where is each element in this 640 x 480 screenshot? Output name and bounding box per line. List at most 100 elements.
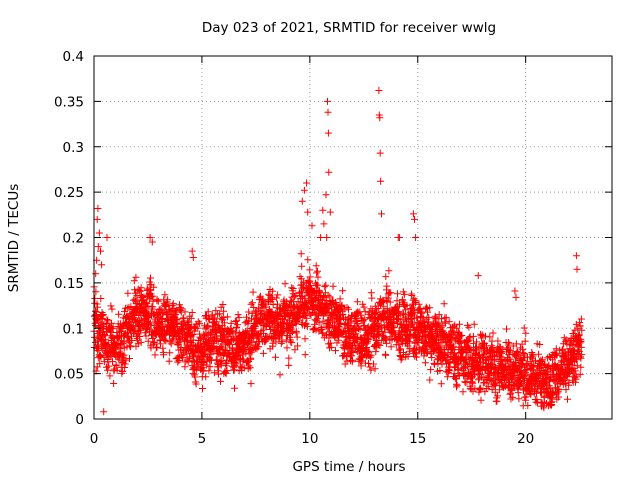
data-point	[412, 297, 420, 305]
data-point	[232, 360, 240, 368]
data-point	[97, 295, 105, 302]
data-point	[507, 395, 515, 403]
data-point	[219, 301, 227, 308]
data-point	[115, 310, 123, 318]
data-point	[272, 294, 280, 302]
data-point	[278, 338, 286, 346]
data-point	[485, 383, 493, 391]
data-point	[512, 293, 520, 301]
data-point	[522, 329, 530, 337]
data-point	[215, 370, 222, 378]
data-point	[494, 337, 502, 345]
data-point	[554, 385, 562, 393]
data-point	[562, 336, 570, 344]
data-point	[400, 290, 408, 298]
data-point	[179, 315, 187, 323]
data-point	[326, 331, 334, 338]
data-point	[113, 366, 121, 374]
data-point	[440, 300, 448, 308]
data-point	[246, 364, 254, 372]
data-point	[274, 291, 282, 299]
x-axis-label: GPS time / hours	[292, 459, 405, 475]
data-point	[465, 323, 473, 331]
data-point	[568, 342, 576, 350]
x-tick-label: 10	[301, 431, 318, 447]
data-point	[272, 353, 279, 361]
data-point	[231, 384, 238, 392]
data-point	[336, 295, 344, 303]
data-point	[161, 336, 169, 344]
data-point	[442, 357, 450, 365]
data-point	[277, 339, 285, 347]
data-point	[92, 270, 100, 278]
data-point	[233, 324, 241, 332]
y-tick-label: 0.35	[54, 94, 84, 110]
data-point	[319, 206, 327, 214]
data-point	[421, 359, 429, 367]
data-point	[431, 360, 439, 368]
data-point	[136, 288, 144, 296]
data-point	[99, 311, 107, 318]
data-point	[383, 282, 391, 290]
data-point	[493, 397, 501, 405]
data-point	[94, 243, 102, 251]
data-point	[511, 287, 519, 295]
data-point	[577, 363, 585, 371]
data-point	[100, 408, 108, 416]
data-point	[477, 396, 485, 404]
data-point	[498, 349, 506, 357]
data-point	[188, 247, 196, 255]
x-tick-label: 15	[409, 431, 426, 447]
data-point	[314, 273, 322, 281]
data-point	[320, 220, 328, 228]
data-point	[558, 346, 566, 354]
data-point	[226, 340, 234, 348]
data-point	[521, 337, 529, 345]
data-point	[572, 320, 580, 328]
data-point	[247, 355, 255, 363]
x-tick-label: 0	[90, 431, 99, 447]
data-point	[322, 281, 330, 289]
data-point	[563, 340, 571, 348]
data-point	[285, 354, 293, 362]
data-point	[381, 328, 389, 336]
data-point	[385, 267, 393, 275]
data-point	[464, 321, 472, 329]
data-point	[418, 309, 426, 317]
data-point	[150, 339, 158, 347]
data-point	[112, 361, 120, 369]
data-point	[459, 388, 467, 396]
data-point	[332, 347, 339, 355]
data-point	[320, 292, 327, 300]
data-point	[555, 386, 563, 394]
data-point	[432, 314, 440, 322]
data-point	[359, 300, 367, 308]
data-point	[120, 351, 128, 359]
data-point	[173, 318, 181, 326]
data-point	[136, 326, 144, 334]
data-point	[339, 287, 347, 295]
data-point	[562, 386, 570, 394]
data-point	[223, 359, 231, 367]
data-point	[375, 341, 382, 349]
data-point	[465, 334, 473, 342]
data-point	[216, 310, 224, 318]
data-point	[382, 339, 390, 347]
data-point	[394, 290, 401, 298]
data-point	[119, 339, 127, 347]
data-point	[376, 341, 384, 349]
data-point	[364, 334, 372, 342]
data-point	[321, 283, 329, 291]
data-point	[244, 320, 252, 328]
data-point	[572, 252, 580, 260]
data-point	[94, 205, 102, 212]
data-point	[325, 334, 333, 342]
data-point	[168, 335, 176, 343]
data-point	[470, 339, 477, 347]
data-point	[156, 305, 164, 313]
data-point	[208, 311, 216, 319]
data-point	[338, 301, 346, 309]
data-point	[137, 284, 145, 292]
data-point	[306, 277, 313, 285]
data-point	[234, 321, 241, 329]
